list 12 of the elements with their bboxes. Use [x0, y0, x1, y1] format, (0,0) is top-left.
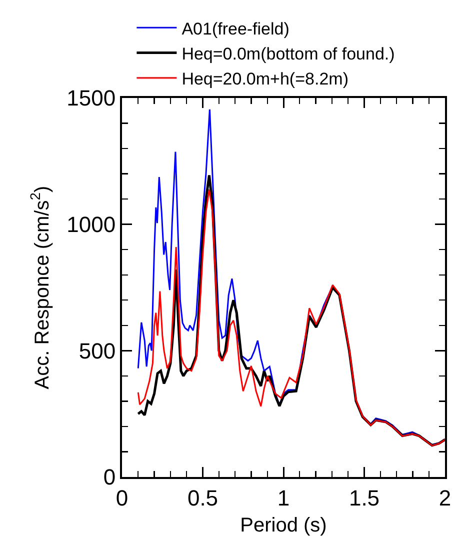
y-tick-label: 1000	[66, 212, 116, 238]
x-tick-label: 1	[277, 485, 290, 510]
legend-label: Heq=20.0m+h(=8.2m)	[182, 69, 348, 88]
x-axis-title: Period (s)	[240, 514, 327, 536]
x-tick-label: 0.5	[187, 485, 218, 510]
legend-label: A01(free-field)	[182, 19, 290, 38]
x-tick-label: 1.5	[348, 485, 380, 510]
x-tick-label: 2	[438, 485, 452, 510]
legend-label: Heq=0.0m(bottom of found.)	[182, 44, 395, 64]
y-tick-label: 0	[103, 464, 116, 490]
y-tick-label: 500	[78, 338, 116, 364]
y-tick-label: 1500	[66, 86, 116, 111]
